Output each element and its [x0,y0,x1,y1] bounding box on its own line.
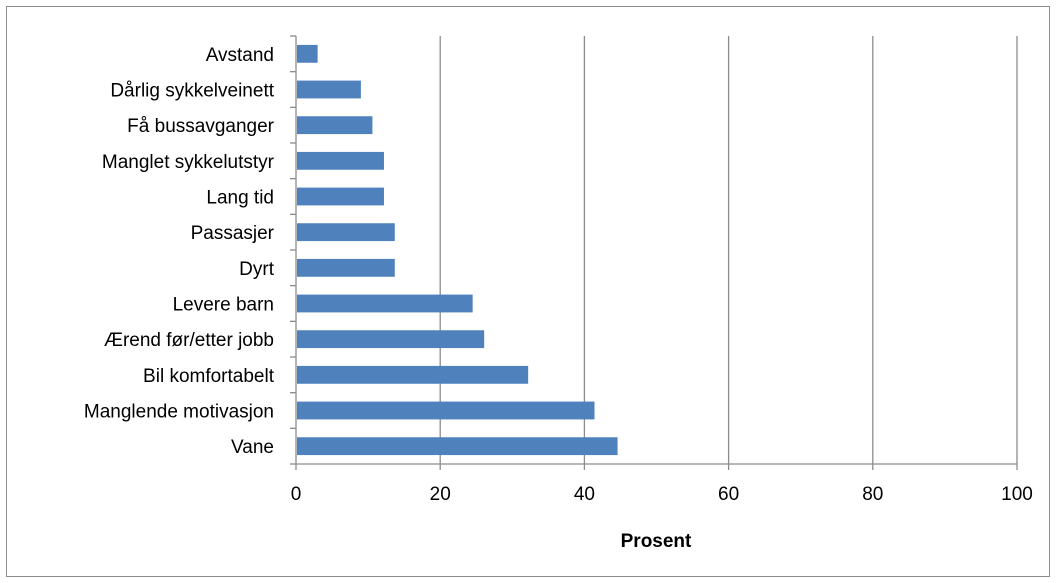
category-label: Avstand [206,45,274,66]
bar [297,223,395,242]
bar [297,437,618,456]
x-axis-title: Prosent [621,531,692,552]
category-label: Levere barn [173,295,274,316]
category-label: Manglende motivasjon [84,402,274,423]
bar [297,258,395,277]
bar [297,401,595,420]
bar [297,294,473,313]
x-tick-label: 20 [430,484,451,505]
category-label: Ærend før/etter jobb [104,330,274,351]
category-label: Lang tid [206,188,274,209]
category-label: Vane [231,437,274,458]
category-label: Dårlig sykkelveinett [110,81,274,102]
gridlines [439,36,1018,464]
chart-frame [6,6,1050,577]
category-label: Dyrt [239,259,275,280]
x-tick-label: 100 [1001,484,1033,505]
bar [297,330,485,349]
x-tick-label: 60 [718,484,739,505]
x-tick-label: 40 [574,484,595,505]
x-tick-label: 80 [862,484,883,505]
bar [297,116,373,135]
labels: 0 20 40 60 80 100 Avstand Dårlig sykkelveinett F… [84,45,1033,505]
axes [290,35,1018,470]
x-tick-label: 0 [291,484,302,505]
category-label: Bil komfortabelt [143,366,275,387]
bar [297,365,529,384]
bar [297,44,318,63]
category-label: Få bussavganger [127,116,274,137]
bars [297,44,618,456]
bar [297,187,384,206]
category-label: Passasjer [191,223,275,244]
category-label: Manglet sykkelutstyr [102,152,275,173]
bar [297,151,384,170]
bar [297,80,361,99]
